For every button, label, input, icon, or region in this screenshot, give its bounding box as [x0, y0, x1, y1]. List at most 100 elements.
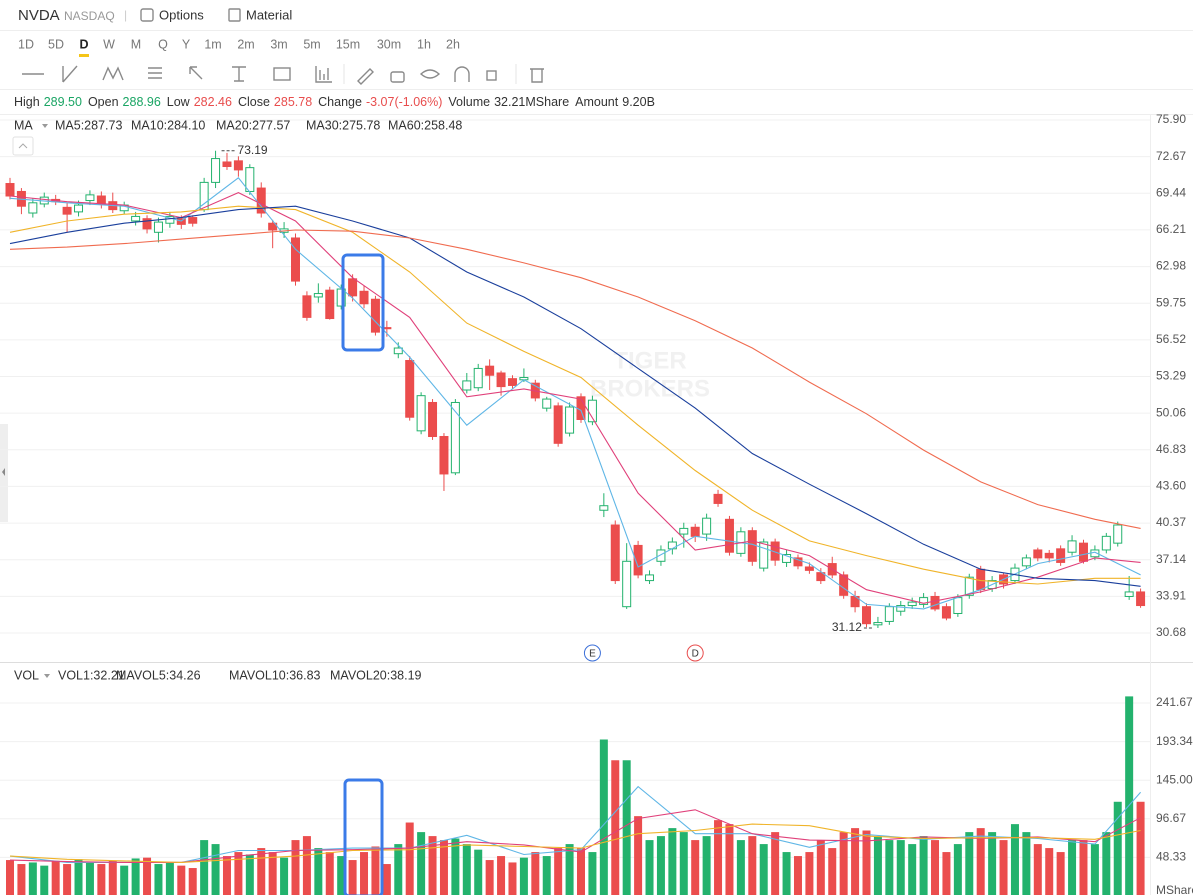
tool-trend[interactable]	[62, 65, 78, 83]
ma-line	[9, 785, 1142, 863]
period-tab[interactable]: 1D	[18, 37, 34, 51]
candle-body	[953, 597, 963, 614]
volume-bar	[154, 864, 163, 895]
tool-arrow[interactable]	[189, 66, 203, 80]
volume-bar	[222, 856, 231, 895]
volume-bar	[634, 816, 643, 895]
candle-body	[188, 217, 198, 224]
tool-wave[interactable]	[102, 66, 124, 81]
legend-title: MA	[14, 118, 33, 132]
y-tick-label: 62.98	[1156, 259, 1186, 273]
volume-bar	[211, 844, 220, 895]
material-icon	[228, 8, 241, 22]
volume-bar	[40, 865, 49, 895]
candle-body	[816, 572, 826, 582]
candle-body	[930, 595, 940, 610]
tool-copy[interactable]	[486, 70, 497, 81]
tool-fib[interactable]	[148, 67, 162, 79]
period-tab[interactable]: Q	[158, 37, 168, 51]
volume-bar	[371, 846, 380, 895]
tool-eye[interactable]	[419, 69, 441, 79]
candle-body	[610, 524, 620, 582]
period-tab[interactable]: 30m	[377, 37, 401, 51]
candle-body	[325, 289, 335, 320]
candle-body	[1021, 557, 1031, 567]
collapse-arrow	[18, 143, 28, 149]
tool-measure[interactable]	[232, 66, 246, 82]
volume-bar	[725, 824, 734, 895]
period-tab[interactable]: 2m	[237, 37, 254, 51]
candle-body	[131, 215, 141, 222]
legend-entry: MAVOL5:34.26	[116, 668, 201, 682]
volume-bar	[405, 822, 414, 895]
candle-body	[622, 560, 632, 608]
candle-body	[1078, 542, 1088, 562]
volume-bar	[177, 865, 186, 895]
drawing-toolbar	[22, 64, 544, 85]
volume-bar	[1136, 801, 1145, 895]
volume-bar	[28, 862, 37, 895]
candle-body	[473, 367, 483, 389]
volume-bar	[51, 860, 60, 895]
volume-bar	[736, 840, 745, 895]
candle-body	[291, 237, 300, 282]
candle-body	[679, 527, 689, 535]
candle-body	[565, 406, 575, 434]
legend-entry: MA30:275.78	[306, 118, 380, 132]
y-tick-label: 46.83	[1156, 442, 1186, 456]
tool-magnet[interactable]	[454, 66, 470, 82]
period-tab[interactable]: Y	[182, 37, 191, 51]
quote-label: Volume	[448, 95, 490, 109]
volume-bar	[462, 844, 471, 895]
candle-body	[222, 161, 232, 168]
tool-delete[interactable]	[530, 68, 544, 83]
ma-line	[9, 823, 1141, 863]
ma-dropdown[interactable]	[42, 124, 48, 128]
collapse-button[interactable]	[12, 136, 34, 156]
volume-bar	[839, 832, 848, 895]
tool-chart[interactable]	[315, 66, 332, 83]
options-tab[interactable]: Options	[159, 7, 204, 22]
period-tab[interactable]: 5m	[303, 37, 320, 51]
candle-body	[1044, 552, 1054, 559]
volume-bar	[805, 852, 814, 895]
volume-bar	[748, 836, 757, 895]
candle-body	[964, 576, 974, 596]
period-tab[interactable]: 2h	[446, 37, 460, 51]
volume-bar	[314, 848, 323, 895]
volume-bar	[542, 856, 551, 895]
symbol: NVDA	[18, 7, 60, 24]
period-tab[interactable]: 5D	[48, 37, 64, 51]
period-tab[interactable]: 3m	[270, 37, 287, 51]
candle-body	[599, 505, 609, 511]
candle-body	[85, 194, 95, 202]
period-tab[interactable]: 1h	[417, 37, 431, 51]
candle-body	[759, 541, 769, 569]
volume-bar	[908, 844, 917, 895]
material-tab[interactable]: Material	[246, 7, 292, 22]
volume-bar	[862, 830, 871, 895]
candle-body	[348, 278, 358, 297]
period-tab[interactable]: M	[131, 37, 141, 51]
volume-bar	[165, 862, 174, 895]
period-tab[interactable]: D	[79, 37, 88, 51]
annotation-label: 73.19	[238, 143, 268, 157]
tool-pen[interactable]	[357, 68, 374, 85]
volume-bar	[771, 832, 780, 895]
tool-text[interactable]	[273, 67, 291, 81]
ma-line	[9, 191, 1141, 604]
quote-value: 282.46	[194, 95, 232, 109]
volume-bar	[474, 849, 483, 895]
candle-body	[393, 347, 403, 355]
candle-body	[1101, 535, 1111, 551]
quote-value: 289.50	[44, 95, 82, 109]
volume-bar	[131, 858, 140, 895]
period-tab[interactable]: W	[103, 37, 115, 51]
vol-dropdown[interactable]	[44, 674, 50, 678]
period-tab[interactable]: 1m	[204, 37, 221, 51]
candle-body	[62, 206, 72, 215]
tool-lock[interactable]	[390, 71, 405, 83]
period-tab[interactable]: 15m	[336, 37, 360, 51]
candle-body	[211, 158, 221, 183]
